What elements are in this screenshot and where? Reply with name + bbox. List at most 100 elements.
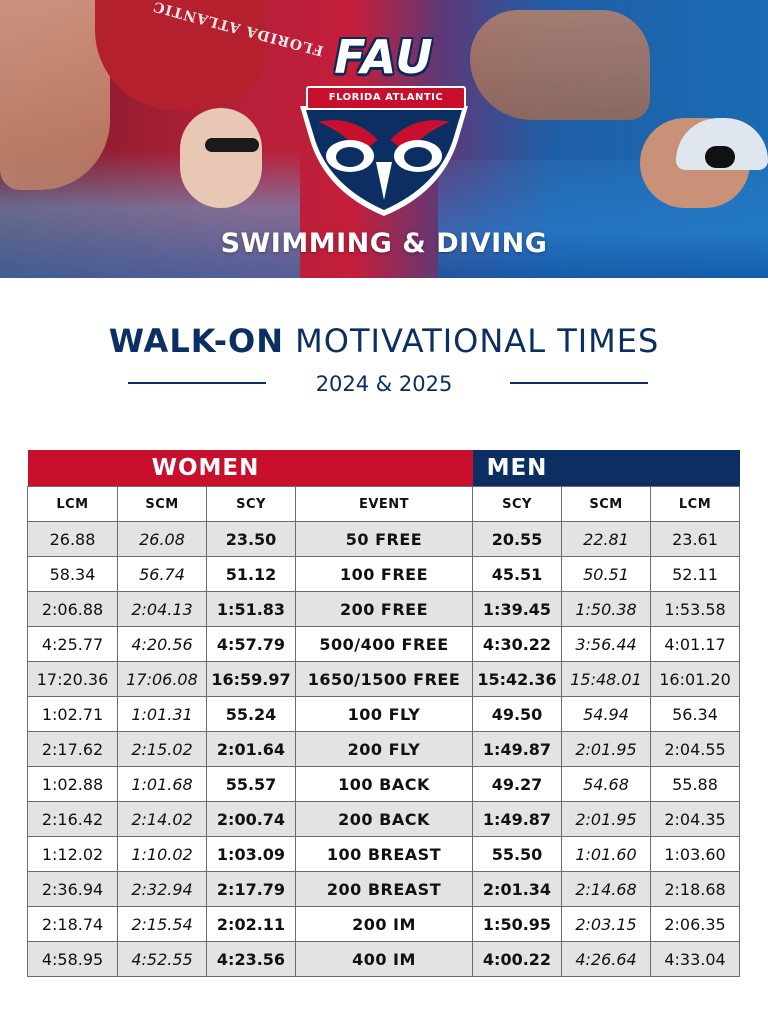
- cell-m-scm: 15:48.01: [561, 661, 651, 697]
- cell-w-scm: 1:01.68: [117, 766, 207, 802]
- cell-w-scy: 55.24: [206, 696, 296, 732]
- cell-w-scy: 2:02.11: [206, 906, 296, 942]
- swimmer-right-goggles: [705, 146, 735, 168]
- cell-w-scy: 2:00.74: [206, 801, 296, 837]
- cell-m-scm: 2:01.95: [561, 731, 651, 767]
- cell-w-scy: 1:03.09: [206, 836, 296, 872]
- cell-m-scy: 49.50: [472, 696, 562, 732]
- col-header-women-lcm: LCM: [27, 486, 118, 522]
- swimmer-left-arm: [0, 0, 110, 190]
- cell-event: 200 FLY: [295, 731, 473, 767]
- page-title-bold: WALK-ON: [108, 322, 284, 360]
- cell-event: 200 BREAST: [295, 871, 473, 907]
- col-header-men-scm: SCM: [561, 486, 651, 522]
- table-body: 26.88 26.08 23.50 50 FREE 20.55 22.81 23.61 58.…: [27, 521, 741, 977]
- cell-event: 100 FLY: [295, 696, 473, 732]
- swimmer-left-head: [180, 108, 262, 208]
- cell-m-scm: 2:14.68: [561, 871, 651, 907]
- cell-m-scm: 50.51: [561, 556, 651, 592]
- cell-w-scy: 55.57: [206, 766, 296, 802]
- page-title-rest: MOTIVATIONAL TIMES: [283, 322, 660, 360]
- cell-w-scy: 2:17.79: [206, 871, 296, 907]
- cell-m-scy: 45.51: [472, 556, 562, 592]
- cell-m-scm: 4:26.64: [561, 941, 651, 977]
- cell-m-scy: 55.50: [472, 836, 562, 872]
- table-row: 2:16.42 2:14.02 2:00.74 200 BACK 1:49.87 2:01…: [27, 801, 741, 837]
- table-row: 2:06.88 2:04.13 1:51.83 200 FREE 1:39.45 1:50…: [27, 591, 741, 627]
- cell-event: 400 IM: [295, 941, 473, 977]
- cell-m-lcm: 2:06.35: [649, 906, 741, 942]
- cell-event: 1650/1500 FREE: [295, 661, 473, 697]
- cell-w-lcm: 58.34: [27, 556, 118, 592]
- cell-m-scm: 54.68: [561, 766, 651, 802]
- cell-w-scm: 56.74: [117, 556, 207, 592]
- table-row: 17:20.36 17:06.08 16:59.97 1650/1500 FREE 15…: [27, 661, 741, 697]
- cell-w-lcm: 4:58.95: [27, 941, 118, 977]
- men-label: MEN: [486, 455, 548, 481]
- cell-w-lcm: 2:06.88: [27, 591, 118, 627]
- fau-logo: FAU FLORIDA ATLANTIC: [268, 30, 500, 220]
- cell-w-scm: 4:52.55: [117, 941, 207, 977]
- cell-m-lcm: 2:18.68: [649, 871, 741, 907]
- cell-m-scy: 4:30.22: [472, 626, 562, 662]
- table-row: 1:02.88 1:01.68 55.57 100 BACK 49.27 54.68 55.…: [27, 766, 741, 802]
- cell-w-lcm: 2:18.74: [27, 906, 118, 942]
- page-title: WALK-ON MOTIVATIONAL TIMES: [0, 322, 768, 360]
- col-header-women-scy: SCY: [206, 486, 296, 522]
- cell-w-scm: 2:15.54: [117, 906, 207, 942]
- cell-m-lcm: 1:53.58: [649, 591, 741, 627]
- women-label: WOMEN: [151, 455, 260, 481]
- table-row: 2:36.94 2:32.94 2:17.79 200 BREAST 2:01.34 2:…: [27, 871, 741, 907]
- cell-m-lcm: 1:03.60: [649, 836, 741, 872]
- women-header: WOMEN: [27, 450, 473, 487]
- cell-w-scm: 4:20.56: [117, 626, 207, 662]
- cell-w-scm: 1:10.02: [117, 836, 207, 872]
- cell-event: 200 FREE: [295, 591, 473, 627]
- cell-w-scm: 2:15.02: [117, 731, 207, 767]
- cell-w-scm: 2:04.13: [117, 591, 207, 627]
- hero-banner: FLORIDA ATLANTIC FAU FLORIDA ATLANTIC SW…: [0, 0, 768, 278]
- cell-w-lcm: 1:02.71: [27, 696, 118, 732]
- swimmer-left-suit: [95, 0, 265, 110]
- cell-m-scm: 22.81: [561, 521, 651, 557]
- swimmer-right-arm: [470, 10, 650, 120]
- col-header-women-scm: SCM: [117, 486, 207, 522]
- cell-w-lcm: 1:12.02: [27, 836, 118, 872]
- cell-event: 500/400 FREE: [295, 626, 473, 662]
- page-subtitle: 2024 & 2025: [315, 372, 453, 396]
- cell-w-scy: 4:23.56: [206, 941, 296, 977]
- times-table: WOMEN MEN LCM SCM SCY EVENT SCY SCM LCM …: [27, 450, 741, 977]
- cell-m-scm: 2:03.15: [561, 906, 651, 942]
- cell-m-scy: 15:42.36: [472, 661, 562, 697]
- cell-w-scm: 1:01.31: [117, 696, 207, 732]
- cell-m-scy: 49.27: [472, 766, 562, 802]
- cell-w-lcm: 1:02.88: [27, 766, 118, 802]
- cell-w-lcm: 17:20.36: [27, 661, 118, 697]
- table-row: 2:17.62 2:15.02 2:01.64 200 FLY 1:49.87 2:01.…: [27, 731, 741, 767]
- table-row: 4:58.95 4:52.55 4:23.56 400 IM 4:00.22 4:26.6…: [27, 941, 741, 977]
- logo-banner: FLORIDA ATLANTIC: [306, 86, 466, 110]
- cell-w-scy: 51.12: [206, 556, 296, 592]
- cell-w-lcm: 26.88: [27, 521, 118, 557]
- group-header-row: WOMEN MEN: [27, 450, 740, 487]
- col-header-men-scy: SCY: [472, 486, 562, 522]
- table-row: 26.88 26.08 23.50 50 FREE 20.55 22.81 23.61: [27, 521, 741, 557]
- men-header: MEN: [472, 450, 740, 487]
- cell-m-scy: 1:50.95: [472, 906, 562, 942]
- cell-m-scy: 1:49.87: [472, 801, 562, 837]
- cell-w-lcm: 4:25.77: [27, 626, 118, 662]
- cell-event: 100 BACK: [295, 766, 473, 802]
- cell-m-lcm: 52.11: [649, 556, 741, 592]
- column-header-row: LCM SCM SCY EVENT SCY SCM LCM: [27, 486, 741, 522]
- cell-w-scy: 1:51.83: [206, 591, 296, 627]
- cell-m-lcm: 23.61: [649, 521, 741, 557]
- cell-event: 200 IM: [295, 906, 473, 942]
- cell-m-lcm: 2:04.35: [649, 801, 741, 837]
- hero-title: SWIMMING & DIVING: [220, 228, 548, 259]
- col-header-men-lcm: LCM: [649, 486, 741, 522]
- table-row: 1:12.02 1:10.02 1:03.09 100 BREAST 55.50 1:01…: [27, 836, 741, 872]
- cell-m-scm: 2:01.95: [561, 801, 651, 837]
- cell-w-scy: 23.50: [206, 521, 296, 557]
- cell-event: 100 FREE: [295, 556, 473, 592]
- cell-m-scm: 1:01.60: [561, 836, 651, 872]
